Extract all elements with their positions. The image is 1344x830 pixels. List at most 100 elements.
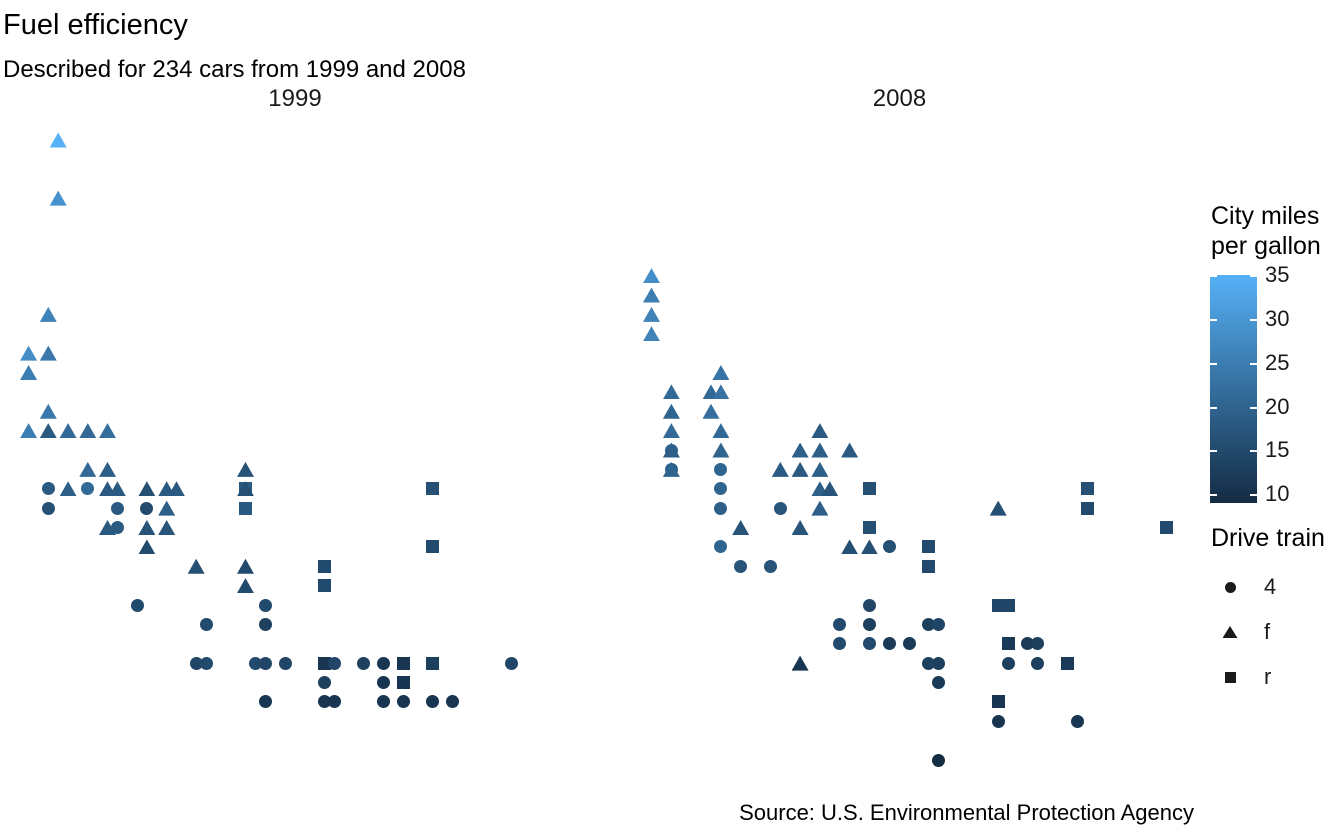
colorbar-tick-mark	[1210, 450, 1217, 453]
data-point-square	[317, 559, 331, 573]
data-point-circle	[932, 753, 946, 767]
data-point-triangle	[39, 345, 57, 361]
colorbar-tick-label: 15	[1265, 437, 1290, 463]
color-legend-title: City miles per gallon	[1211, 201, 1321, 261]
data-point-square	[426, 540, 440, 554]
data-point-square	[1001, 637, 1015, 651]
data-point-triangle	[771, 461, 789, 477]
data-point-square	[1160, 521, 1174, 534]
data-point-circle	[258, 656, 272, 670]
data-point-circle	[258, 695, 272, 709]
colorbar-tick-label: 25	[1265, 349, 1290, 375]
data-point-triangle	[712, 442, 730, 458]
facet-label-2008: 2008	[872, 85, 927, 112]
data-point-triangle	[643, 306, 660, 322]
data-point-triangle	[39, 403, 57, 419]
colorbar-tick-mark	[1210, 494, 1217, 497]
source-caption: Source: U.S. Environmental Protection Ag…	[739, 800, 1194, 825]
data-point-triangle	[860, 539, 878, 555]
data-point-circle	[862, 637, 876, 651]
data-point-triangle	[791, 461, 809, 477]
data-point-square	[1061, 656, 1074, 670]
data-point-circle	[902, 637, 916, 651]
data-point-circle	[278, 656, 292, 670]
color-legend-title-line2: per gallon	[1211, 232, 1321, 260]
data-point-triangle	[643, 287, 660, 303]
data-point-circle	[41, 482, 55, 496]
data-point-triangle	[811, 442, 829, 458]
data-point-triangle	[712, 365, 730, 380]
data-point-circle	[199, 617, 213, 631]
data-point-circle	[714, 501, 728, 515]
data-point-triangle	[79, 461, 97, 477]
data-point-triangle	[20, 365, 38, 380]
data-point-square	[317, 579, 331, 593]
data-point-circle	[932, 617, 946, 631]
data-point-square	[862, 521, 876, 534]
data-point-circle	[1031, 656, 1045, 670]
colorbar-tick-label: 10	[1265, 481, 1290, 507]
colorbar-tick-label: 35	[1265, 262, 1290, 287]
data-point-triangle	[39, 306, 57, 322]
colorbar-tick-mark	[1250, 406, 1257, 409]
colorbar-tick-mark	[1210, 318, 1217, 321]
data-point-circle	[317, 695, 331, 709]
data-point-circle	[199, 656, 213, 670]
data-point-triangle	[20, 345, 38, 361]
triangle-legend-glyph-icon	[1222, 626, 1238, 638]
data-point-circle	[327, 656, 341, 670]
data-point-triangle	[158, 520, 176, 535]
data-point-circle	[327, 695, 341, 709]
colorbar-tick-mark	[1210, 406, 1217, 409]
data-point-circle	[140, 501, 154, 515]
data-point-square	[396, 656, 410, 670]
data-point-circle	[1031, 637, 1045, 651]
shape-legend-label-r: r	[1264, 664, 1272, 689]
colorbar-tick-label: 20	[1265, 393, 1290, 419]
data-point-triangle	[59, 481, 77, 497]
data-point-triangle	[237, 578, 254, 594]
data-point-circle	[932, 676, 946, 689]
data-point-circle	[446, 695, 460, 709]
data-point-triangle	[712, 423, 730, 439]
data-point-square	[396, 676, 410, 689]
data-point-triangle	[841, 442, 859, 458]
data-point-circle	[258, 598, 272, 612]
data-point-circle	[1070, 714, 1084, 728]
data-point-circle	[396, 695, 410, 709]
data-point-triangle	[138, 520, 156, 535]
data-point-triangle	[732, 520, 750, 535]
data-point-triangle	[702, 403, 720, 419]
data-point-circle	[110, 521, 124, 534]
data-point-square	[862, 482, 876, 496]
data-point-circle	[932, 656, 946, 670]
data-point-circle	[248, 656, 262, 670]
colorbar-tick-mark	[1210, 362, 1217, 365]
data-point-circle	[714, 540, 728, 554]
data-point-triangle	[158, 500, 176, 516]
data-point-circle	[357, 656, 371, 670]
data-point-circle	[1021, 637, 1035, 651]
data-point-triangle	[138, 481, 156, 497]
data-point-circle	[833, 637, 847, 651]
shape-legend-label-f: f	[1264, 619, 1271, 644]
data-point-triangle	[237, 461, 254, 477]
data-point-triangle	[989, 500, 1007, 516]
colorbar-tick-mark	[1250, 494, 1257, 497]
data-point-triangle	[643, 326, 660, 342]
colorbar-tick-label: 30	[1265, 305, 1290, 331]
scatter-panel-1999	[2, 109, 588, 791]
data-point-circle	[1001, 656, 1015, 670]
data-point-triangle	[49, 190, 67, 206]
data-point-circle	[130, 598, 144, 612]
data-point-circle	[377, 656, 391, 670]
data-point-triangle	[49, 132, 67, 148]
data-point-triangle	[39, 423, 57, 439]
data-point-triangle	[187, 558, 205, 574]
data-point-circle	[882, 540, 896, 554]
data-point-triangle	[643, 268, 660, 284]
data-point-circle	[189, 656, 203, 670]
data-point-circle	[41, 501, 55, 515]
data-point-square	[991, 695, 1005, 709]
data-point-circle	[110, 501, 124, 515]
